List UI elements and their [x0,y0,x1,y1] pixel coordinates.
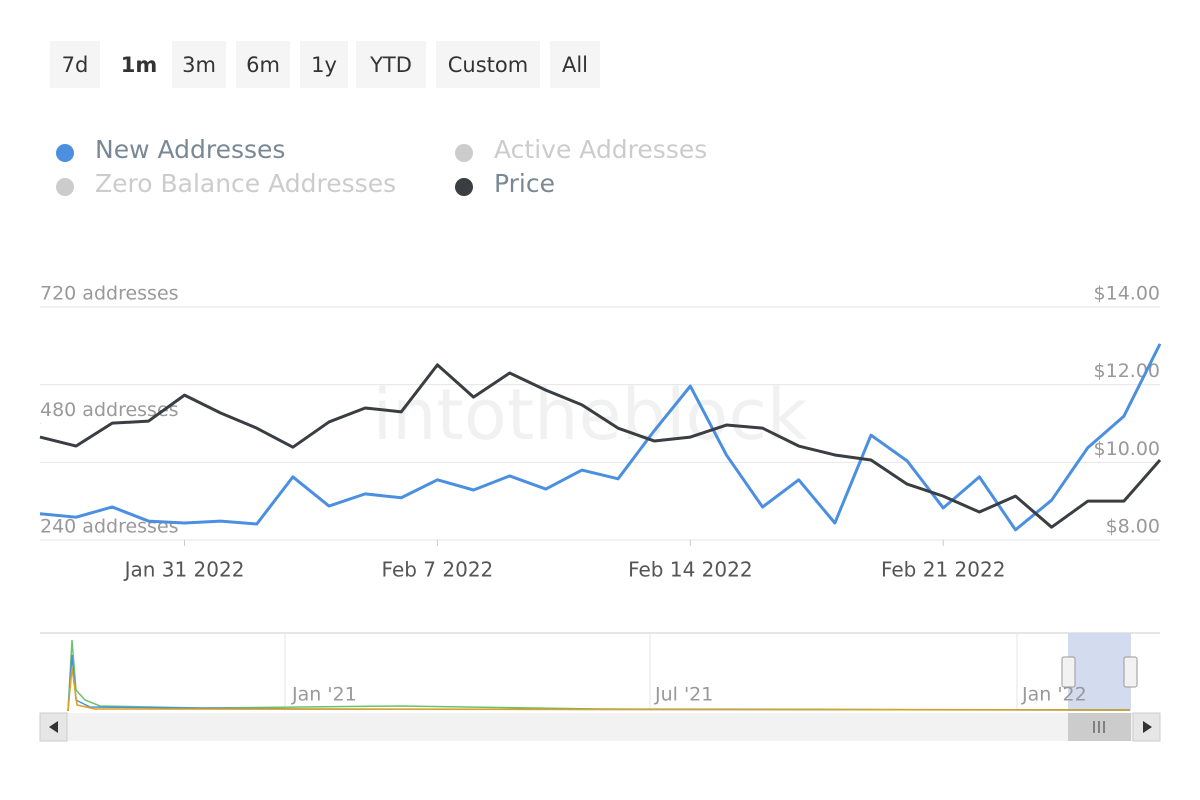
series-line [39,363,1162,529]
range-button-label[interactable]: 3m [182,53,216,77]
y-tick-label: 240 addresses [40,516,179,538]
y-tick-label: 480 addresses [40,399,179,421]
x-tick-label: Feb 14 2022 [628,558,752,582]
range-button-label[interactable]: 1m [121,53,158,77]
x-tick-label: Feb 7 2022 [382,558,494,582]
navigator-label: Jan '22 [1021,684,1087,706]
navigator-decor [39,632,1161,742]
navigator-bg [40,633,1160,711]
range-button-label[interactable]: Custom [448,53,528,77]
y2-tick-label: $14.00 [1094,283,1160,305]
navigator-line [67,639,1131,712]
range-button[interactable] [356,41,426,88]
navigator-line [67,667,1131,712]
range-button[interactable] [300,41,348,88]
x-tick-label: Jan 31 2022 [123,558,245,582]
scroll-left-arrow [49,721,58,733]
range-button[interactable] [113,41,165,88]
series-line [39,343,1162,532]
legend-marker[interactable] [455,178,473,196]
legend-marker[interactable] [455,144,473,162]
x-tick-label: Feb 21 2022 [881,558,1005,582]
y-tick-label: 720 addresses [40,283,179,305]
legend-label[interactable]: Zero Balance Addresses [95,169,396,198]
range-button-label[interactable]: 1y [311,53,337,77]
navigator-label: Jul '21 [654,684,713,706]
range-button[interactable] [50,41,100,88]
range-button-label[interactable]: 7d [62,53,89,77]
navigator-handle[interactable] [1123,656,1138,688]
range-button[interactable] [236,41,290,88]
y2-tick-label: $10.00 [1094,438,1160,460]
range-button[interactable] [550,41,600,88]
thumb-grip [1093,721,1105,733]
navigator-handle[interactable] [1061,656,1076,688]
legend-label[interactable]: Price [494,169,555,198]
legend-label[interactable]: Active Addresses [494,135,707,164]
range-button-label[interactable]: 6m [246,53,280,77]
legend-marker[interactable] [56,144,74,162]
y2-tick-label: $8.00 [1106,516,1160,538]
legend-label[interactable]: New Addresses [95,135,285,164]
range-button-label[interactable]: All [562,53,588,77]
watermark: intotheblock [373,374,808,456]
scroll-right-arrow [1143,721,1152,733]
range-button[interactable] [436,41,540,88]
legend-marker[interactable] [56,178,74,196]
navigator-selection[interactable] [1068,633,1131,711]
scrollbar-track[interactable] [40,713,1160,741]
range-button[interactable] [172,41,226,88]
range-button-label[interactable]: YTD [369,53,412,77]
navigator-label: Jan '21 [291,684,357,706]
